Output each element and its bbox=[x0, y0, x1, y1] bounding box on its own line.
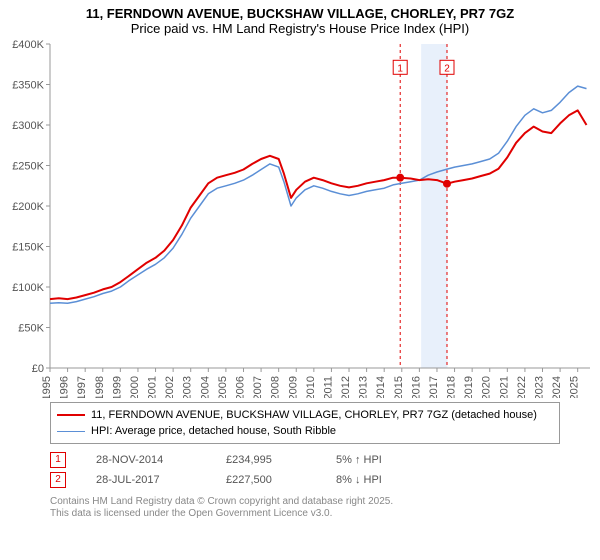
svg-text:1997: 1997 bbox=[76, 376, 88, 398]
title-line-2: Price paid vs. HM Land Registry's House … bbox=[0, 21, 600, 36]
svg-text:£150K: £150K bbox=[12, 242, 44, 254]
sale-date-2: 28-JUL-2017 bbox=[96, 470, 196, 490]
legend-swatch-hpi bbox=[57, 431, 85, 432]
svg-text:2006: 2006 bbox=[234, 376, 246, 398]
legend-label-property: 11, FERNDOWN AVENUE, BUCKSHAW VILLAGE, C… bbox=[91, 407, 537, 423]
sale-price-2: £227,500 bbox=[226, 470, 306, 490]
svg-text:2017: 2017 bbox=[428, 376, 440, 398]
svg-text:2003: 2003 bbox=[182, 376, 194, 398]
svg-text:2012: 2012 bbox=[340, 376, 352, 398]
svg-text:2002: 2002 bbox=[164, 376, 176, 398]
sale-price-1: £234,995 bbox=[226, 450, 306, 470]
svg-text:1996: 1996 bbox=[59, 376, 71, 398]
sale-row-2: 2 28-JUL-2017 £227,500 8% ↓ HPI bbox=[50, 470, 560, 490]
svg-text:2014: 2014 bbox=[375, 376, 387, 398]
footer-line-2: This data is licensed under the Open Gov… bbox=[50, 508, 560, 520]
svg-text:£200K: £200K bbox=[12, 201, 44, 213]
sale-marker-1: 1 bbox=[50, 452, 66, 468]
legend-label-hpi: HPI: Average price, detached house, Sout… bbox=[91, 423, 336, 439]
svg-text:£300K: £300K bbox=[12, 120, 44, 132]
svg-text:1995: 1995 bbox=[41, 376, 53, 398]
svg-text:2024: 2024 bbox=[551, 376, 563, 398]
svg-text:2022: 2022 bbox=[516, 376, 528, 398]
svg-text:2005: 2005 bbox=[217, 376, 229, 398]
line-chart: £0 £50K £100K £150K £200K £250K £300K £350K £400… bbox=[0, 38, 600, 398]
svg-text:2010: 2010 bbox=[305, 376, 317, 398]
svg-text:1: 1 bbox=[397, 63, 403, 74]
svg-text:£50K: £50K bbox=[18, 323, 44, 335]
svg-text:£350K: £350K bbox=[12, 80, 44, 92]
svg-text:2023: 2023 bbox=[534, 376, 546, 398]
svg-text:£100K: £100K bbox=[12, 282, 44, 294]
svg-text:2025: 2025 bbox=[569, 376, 581, 398]
svg-text:2008: 2008 bbox=[270, 376, 282, 398]
footer-line-1: Contains HM Land Registry data © Crown c… bbox=[50, 496, 560, 508]
legend-swatch-property bbox=[57, 414, 85, 416]
svg-text:2018: 2018 bbox=[446, 376, 458, 398]
sale-delta-1: 5% ↑ HPI bbox=[336, 450, 560, 470]
svg-text:2001: 2001 bbox=[147, 376, 159, 398]
svg-text:2007: 2007 bbox=[252, 376, 264, 398]
chart-container: 11, FERNDOWN AVENUE, BUCKSHAW VILLAGE, C… bbox=[0, 0, 600, 520]
svg-text:2016: 2016 bbox=[410, 376, 422, 398]
title-line-1: 11, FERNDOWN AVENUE, BUCKSHAW VILLAGE, C… bbox=[0, 6, 600, 21]
svg-text:£0: £0 bbox=[32, 363, 44, 375]
svg-text:2013: 2013 bbox=[358, 376, 370, 398]
svg-text:2000: 2000 bbox=[129, 376, 141, 398]
svg-text:£400K: £400K bbox=[12, 39, 44, 51]
sales-table: 1 28-NOV-2014 £234,995 5% ↑ HPI 2 28-JUL… bbox=[50, 450, 560, 490]
svg-text:1999: 1999 bbox=[111, 376, 123, 398]
sale-delta-2: 8% ↓ HPI bbox=[336, 470, 560, 490]
svg-text:1998: 1998 bbox=[94, 376, 106, 398]
legend-item-hpi: HPI: Average price, detached house, Sout… bbox=[57, 423, 553, 439]
sale-date-1: 28-NOV-2014 bbox=[96, 450, 196, 470]
svg-text:2: 2 bbox=[444, 63, 450, 74]
sale-marker-2: 2 bbox=[50, 472, 66, 488]
svg-text:2021: 2021 bbox=[498, 376, 510, 398]
footer: Contains HM Land Registry data © Crown c… bbox=[50, 496, 560, 520]
svg-text:2011: 2011 bbox=[322, 376, 334, 398]
legend: 11, FERNDOWN AVENUE, BUCKSHAW VILLAGE, C… bbox=[50, 402, 560, 444]
sale-row-1: 1 28-NOV-2014 £234,995 5% ↑ HPI bbox=[50, 450, 560, 470]
svg-text:2015: 2015 bbox=[393, 376, 405, 398]
legend-item-property: 11, FERNDOWN AVENUE, BUCKSHAW VILLAGE, C… bbox=[57, 407, 553, 423]
svg-text:2020: 2020 bbox=[481, 376, 493, 398]
svg-text:2004: 2004 bbox=[199, 376, 211, 398]
chart-title: 11, FERNDOWN AVENUE, BUCKSHAW VILLAGE, C… bbox=[0, 0, 600, 38]
svg-text:2009: 2009 bbox=[287, 376, 299, 398]
svg-text:2019: 2019 bbox=[463, 376, 475, 398]
svg-text:£250K: £250K bbox=[12, 161, 44, 173]
